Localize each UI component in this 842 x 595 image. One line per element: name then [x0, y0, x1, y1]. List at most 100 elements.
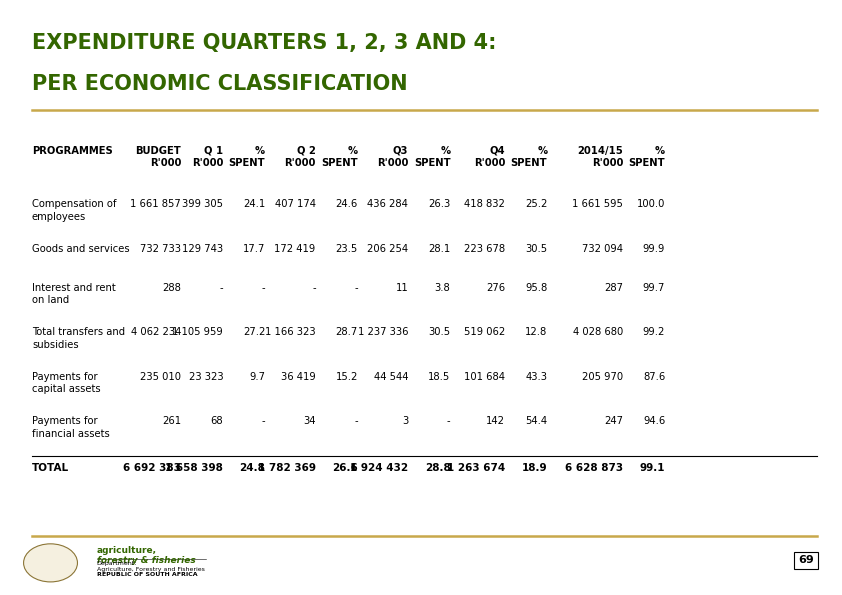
Text: 28.8: 28.8 — [424, 463, 450, 473]
Text: PROGRAMMES: PROGRAMMES — [32, 146, 113, 156]
Text: 25.2: 25.2 — [525, 199, 547, 209]
Text: 235 010: 235 010 — [140, 372, 181, 382]
Text: 18.9: 18.9 — [522, 463, 547, 473]
Text: 43.3: 43.3 — [525, 372, 547, 382]
Text: 1 661 595: 1 661 595 — [573, 199, 623, 209]
Text: EXPENDITURE QUARTERS 1, 2, 3 AND 4:: EXPENDITURE QUARTERS 1, 2, 3 AND 4: — [32, 33, 497, 53]
Text: Payments for
financial assets: Payments for financial assets — [32, 416, 109, 439]
Text: -: - — [354, 283, 358, 293]
Text: 9.7: 9.7 — [249, 372, 265, 382]
Text: REPUBLIC OF SOUTH AFRICA: REPUBLIC OF SOUTH AFRICA — [97, 572, 198, 577]
Text: 276: 276 — [486, 283, 505, 293]
Text: 28.1: 28.1 — [429, 244, 450, 254]
Text: 30.5: 30.5 — [429, 327, 450, 337]
Text: 24.1: 24.1 — [243, 199, 265, 209]
Text: 99.1: 99.1 — [640, 463, 665, 473]
Text: Compensation of
employees: Compensation of employees — [32, 199, 116, 222]
Text: 261: 261 — [162, 416, 181, 427]
Text: 30.5: 30.5 — [525, 244, 547, 254]
Text: 1 782 369: 1 782 369 — [258, 463, 316, 473]
Text: 129 743: 129 743 — [182, 244, 223, 254]
Text: 1 263 674: 1 263 674 — [447, 463, 505, 473]
Text: 23 323: 23 323 — [189, 372, 223, 382]
Text: -: - — [447, 416, 450, 427]
Text: 247: 247 — [604, 416, 623, 427]
Text: Payments for
capital assets: Payments for capital assets — [32, 372, 101, 394]
Text: 399 305: 399 305 — [182, 199, 223, 209]
Text: 287: 287 — [604, 283, 623, 293]
Text: %
SPENT: % SPENT — [322, 146, 358, 168]
Text: %
SPENT: % SPENT — [229, 146, 265, 168]
Text: 4 062 234: 4 062 234 — [131, 327, 181, 337]
Text: -: - — [262, 283, 265, 293]
Text: 6 628 873: 6 628 873 — [565, 463, 623, 473]
Text: 99.9: 99.9 — [642, 244, 665, 254]
Text: 11: 11 — [396, 283, 408, 293]
Text: 27.2: 27.2 — [242, 327, 265, 337]
Text: -: - — [262, 416, 265, 427]
Text: Q 2
R'000: Q 2 R'000 — [285, 146, 316, 168]
Text: 34: 34 — [303, 416, 316, 427]
Text: 28.7: 28.7 — [336, 327, 358, 337]
Text: forestry & fisheries: forestry & fisheries — [97, 556, 195, 565]
Text: Department:: Department: — [97, 561, 137, 566]
Text: 36 419: 36 419 — [281, 372, 316, 382]
Text: 99.7: 99.7 — [642, 283, 665, 293]
Text: 87.6: 87.6 — [643, 372, 665, 382]
Text: Q 1
R'000: Q 1 R'000 — [192, 146, 223, 168]
Text: 68: 68 — [210, 416, 223, 427]
Text: 15.2: 15.2 — [335, 372, 358, 382]
Text: 18.5: 18.5 — [429, 372, 450, 382]
Text: 1 105 959: 1 105 959 — [173, 327, 223, 337]
Text: %
SPENT: % SPENT — [629, 146, 665, 168]
Text: 223 678: 223 678 — [464, 244, 505, 254]
Text: 732 094: 732 094 — [582, 244, 623, 254]
Text: 26.6: 26.6 — [332, 463, 358, 473]
Text: 1 166 323: 1 166 323 — [265, 327, 316, 337]
Text: 17.7: 17.7 — [242, 244, 265, 254]
Text: -: - — [312, 283, 316, 293]
Text: %
SPENT: % SPENT — [511, 146, 547, 168]
Text: BUDGET
R'000: BUDGET R'000 — [136, 146, 181, 168]
Text: 205 970: 205 970 — [582, 372, 623, 382]
Text: 1 658 398: 1 658 398 — [165, 463, 223, 473]
Text: 1 237 336: 1 237 336 — [358, 327, 408, 337]
Text: 6 692 383: 6 692 383 — [123, 463, 181, 473]
Text: 407 174: 407 174 — [274, 199, 316, 209]
Text: 24.8: 24.8 — [239, 463, 265, 473]
Text: 69: 69 — [798, 556, 813, 565]
Text: Total transfers and
subsidies: Total transfers and subsidies — [32, 327, 125, 350]
Text: PER ECONOMIC CLASSIFICATION: PER ECONOMIC CLASSIFICATION — [32, 74, 408, 95]
Text: 101 684: 101 684 — [464, 372, 505, 382]
Text: 99.2: 99.2 — [642, 327, 665, 337]
Text: 288: 288 — [163, 283, 181, 293]
Text: 1 661 857: 1 661 857 — [131, 199, 181, 209]
Text: 172 419: 172 419 — [274, 244, 316, 254]
Text: 54.4: 54.4 — [525, 416, 547, 427]
Text: Q3
R'000: Q3 R'000 — [377, 146, 408, 168]
Text: 519 062: 519 062 — [464, 327, 505, 337]
Text: 436 284: 436 284 — [367, 199, 408, 209]
Text: 100.0: 100.0 — [637, 199, 665, 209]
Text: 2014/15
R'000: 2014/15 R'000 — [578, 146, 623, 168]
Text: 24.6: 24.6 — [336, 199, 358, 209]
Text: 3: 3 — [402, 416, 408, 427]
Text: Agriculture, Forestry and Fisheries: Agriculture, Forestry and Fisheries — [97, 567, 205, 572]
Text: 206 254: 206 254 — [367, 244, 408, 254]
Text: Q4
R'000: Q4 R'000 — [474, 146, 505, 168]
Text: 732 733: 732 733 — [140, 244, 181, 254]
Text: 23.5: 23.5 — [336, 244, 358, 254]
Text: %
SPENT: % SPENT — [414, 146, 450, 168]
Text: -: - — [220, 283, 223, 293]
Text: 12.8: 12.8 — [525, 327, 547, 337]
Text: 142: 142 — [486, 416, 505, 427]
Text: 418 832: 418 832 — [464, 199, 505, 209]
Text: Goods and services: Goods and services — [32, 244, 130, 254]
Text: 95.8: 95.8 — [525, 283, 547, 293]
Text: 94.6: 94.6 — [643, 416, 665, 427]
Circle shape — [24, 544, 77, 582]
Text: 4 028 680: 4 028 680 — [573, 327, 623, 337]
Text: TOTAL: TOTAL — [32, 463, 69, 473]
Text: 44 544: 44 544 — [374, 372, 408, 382]
Text: 3.8: 3.8 — [434, 283, 450, 293]
